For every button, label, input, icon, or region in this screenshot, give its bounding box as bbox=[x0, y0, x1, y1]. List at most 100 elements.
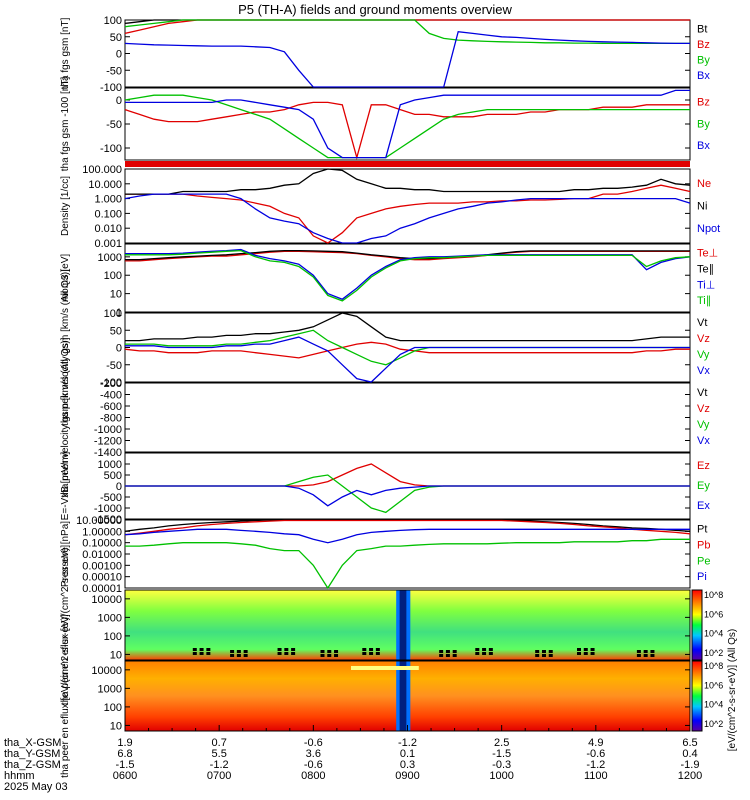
y-tick-label: -1400 bbox=[94, 447, 122, 459]
low-count-mark bbox=[488, 648, 493, 651]
page-title: P5 (TH-A) fields and ground moments over… bbox=[238, 2, 512, 17]
y-tick-label: 10 bbox=[110, 289, 122, 301]
low-count-mark bbox=[650, 650, 655, 653]
time-axis-value: -0.3 bbox=[492, 759, 511, 771]
y-tick-label: 0 bbox=[116, 481, 122, 493]
low-count-mark bbox=[650, 654, 655, 657]
low-count-mark bbox=[291, 648, 296, 651]
time-axis-value: 0600 bbox=[113, 770, 137, 782]
colorbar-label: 10^8 bbox=[704, 661, 723, 671]
y-tick-label: -1200 bbox=[94, 436, 122, 448]
panel-frame bbox=[124, 243, 691, 313]
y-tick-label: 0.00010 bbox=[82, 572, 122, 584]
y-tick-label: 10 bbox=[110, 649, 122, 661]
low-count-mark bbox=[277, 652, 282, 655]
low-count-mark bbox=[206, 648, 211, 651]
separator-band bbox=[125, 161, 690, 167]
series-line-Bz bbox=[124, 19, 690, 35]
low-count-mark bbox=[243, 650, 248, 653]
low-count-mark bbox=[439, 650, 444, 653]
y-axis-label: tha peer velocity gsm [km/s (All Qs)] bbox=[60, 337, 71, 497]
y-tick-label: 0.10000 bbox=[82, 538, 122, 550]
y-tick-label: 50 bbox=[110, 325, 122, 337]
time-axis-value: 1000 bbox=[489, 770, 513, 782]
low-count-mark bbox=[284, 648, 289, 651]
low-count-mark bbox=[475, 648, 480, 651]
panel-frame bbox=[124, 589, 691, 661]
low-count-mark bbox=[199, 652, 204, 655]
low-count-mark bbox=[636, 650, 641, 653]
y-tick-label: 10000 bbox=[91, 594, 122, 606]
low-count-mark bbox=[452, 654, 457, 657]
y-tick-label: 0.010 bbox=[94, 223, 122, 235]
legend-entry: Vt bbox=[697, 317, 707, 329]
legend-entry: Pe bbox=[697, 555, 710, 567]
low-count-mark bbox=[445, 654, 450, 657]
y-tick-label: -100 bbox=[100, 377, 122, 389]
time-axis-value: 0.4 bbox=[682, 748, 697, 760]
time-axis-value: -1.2 bbox=[586, 759, 605, 771]
legend-entry: Bx bbox=[697, 140, 710, 152]
low-count-mark bbox=[206, 652, 211, 655]
time-axis-value: -1.9 bbox=[681, 759, 700, 771]
time-axis-value: 1.9 bbox=[117, 737, 132, 749]
low-count-mark bbox=[535, 654, 540, 657]
time-axis-value: -0.6 bbox=[304, 737, 323, 749]
time-axis-value: 0700 bbox=[207, 770, 231, 782]
time-axis-value: 4.9 bbox=[588, 737, 603, 749]
series-line-By bbox=[124, 19, 690, 45]
series-line-Vx bbox=[125, 336, 690, 383]
legend-entry: Bz bbox=[697, 96, 710, 108]
low-count-mark bbox=[577, 652, 581, 655]
panel-frame bbox=[124, 19, 691, 88]
y-tick-label: -500 bbox=[100, 492, 122, 504]
low-count-mark bbox=[482, 652, 487, 655]
y-tick-label: 100 bbox=[104, 702, 122, 714]
low-count-mark bbox=[369, 652, 374, 655]
y-tick-label: -400 bbox=[100, 390, 122, 402]
legend-entry: Ex bbox=[697, 500, 710, 512]
y-tick-label: 100 bbox=[104, 270, 122, 282]
series-line-Ti∥ bbox=[125, 249, 691, 302]
legend-entry: Vz bbox=[697, 403, 710, 415]
time-axis-value: -0.6 bbox=[586, 748, 605, 760]
colorbar-label: 10^4 bbox=[704, 700, 723, 710]
legend-entry: Ne bbox=[697, 178, 711, 190]
low-count-mark bbox=[643, 654, 648, 657]
y-tick-label: 0.001 bbox=[94, 238, 122, 250]
y-tick-label: -50 bbox=[106, 360, 122, 372]
y-tick-label: 0 bbox=[116, 343, 122, 355]
y-axis-label: tha peir en eflux [eV/(cm^2-s-sr-eV)] bbox=[60, 545, 71, 706]
series-line-By bbox=[124, 94, 690, 159]
time-axis-row-label: tha_Y-GSM bbox=[4, 748, 60, 760]
y-axis-label: tha fgs gsm -100 [nT] bbox=[60, 77, 71, 172]
y-tick-label: 0.00001 bbox=[82, 583, 122, 595]
time-axis-row-label: tha_Z-GSM bbox=[4, 759, 61, 771]
low-count-mark bbox=[362, 652, 367, 655]
y-tick-label: 1 bbox=[116, 307, 122, 319]
series-line-Pb bbox=[124, 519, 691, 536]
low-count-mark bbox=[277, 648, 282, 651]
spectrogram-gap-core bbox=[399, 590, 407, 660]
y-tick-label: 100 bbox=[104, 15, 122, 27]
low-count-mark bbox=[643, 650, 648, 653]
time-axis-value: 6.5 bbox=[682, 737, 697, 749]
legend-entry: Ez bbox=[697, 460, 710, 472]
time-axis-value: -0.6 bbox=[304, 759, 323, 771]
legend-entry: Bz bbox=[697, 39, 710, 51]
time-axis-value: 0.1 bbox=[400, 748, 415, 760]
y-tick-label: 100.000 bbox=[82, 164, 122, 176]
panel-frame bbox=[124, 87, 691, 161]
series-line-Vz bbox=[124, 341, 690, 359]
colorbar-title: [eV/(cm^2-s-sr-eV)] (All Qs) bbox=[727, 629, 738, 751]
low-count-mark bbox=[475, 652, 480, 655]
low-count-mark bbox=[488, 652, 493, 655]
time-axis-value: 2.5 bbox=[494, 737, 509, 749]
y-axis-label: Pressure [nPa] bbox=[60, 521, 71, 587]
y-tick-label: 10000 bbox=[91, 665, 122, 677]
series-line-Pe bbox=[125, 538, 690, 590]
series-line-Bz bbox=[124, 101, 690, 161]
legend-entry: Vt bbox=[697, 387, 707, 399]
time-axis-value: -1.5 bbox=[116, 759, 135, 771]
y-tick-label: 50 bbox=[110, 32, 122, 44]
